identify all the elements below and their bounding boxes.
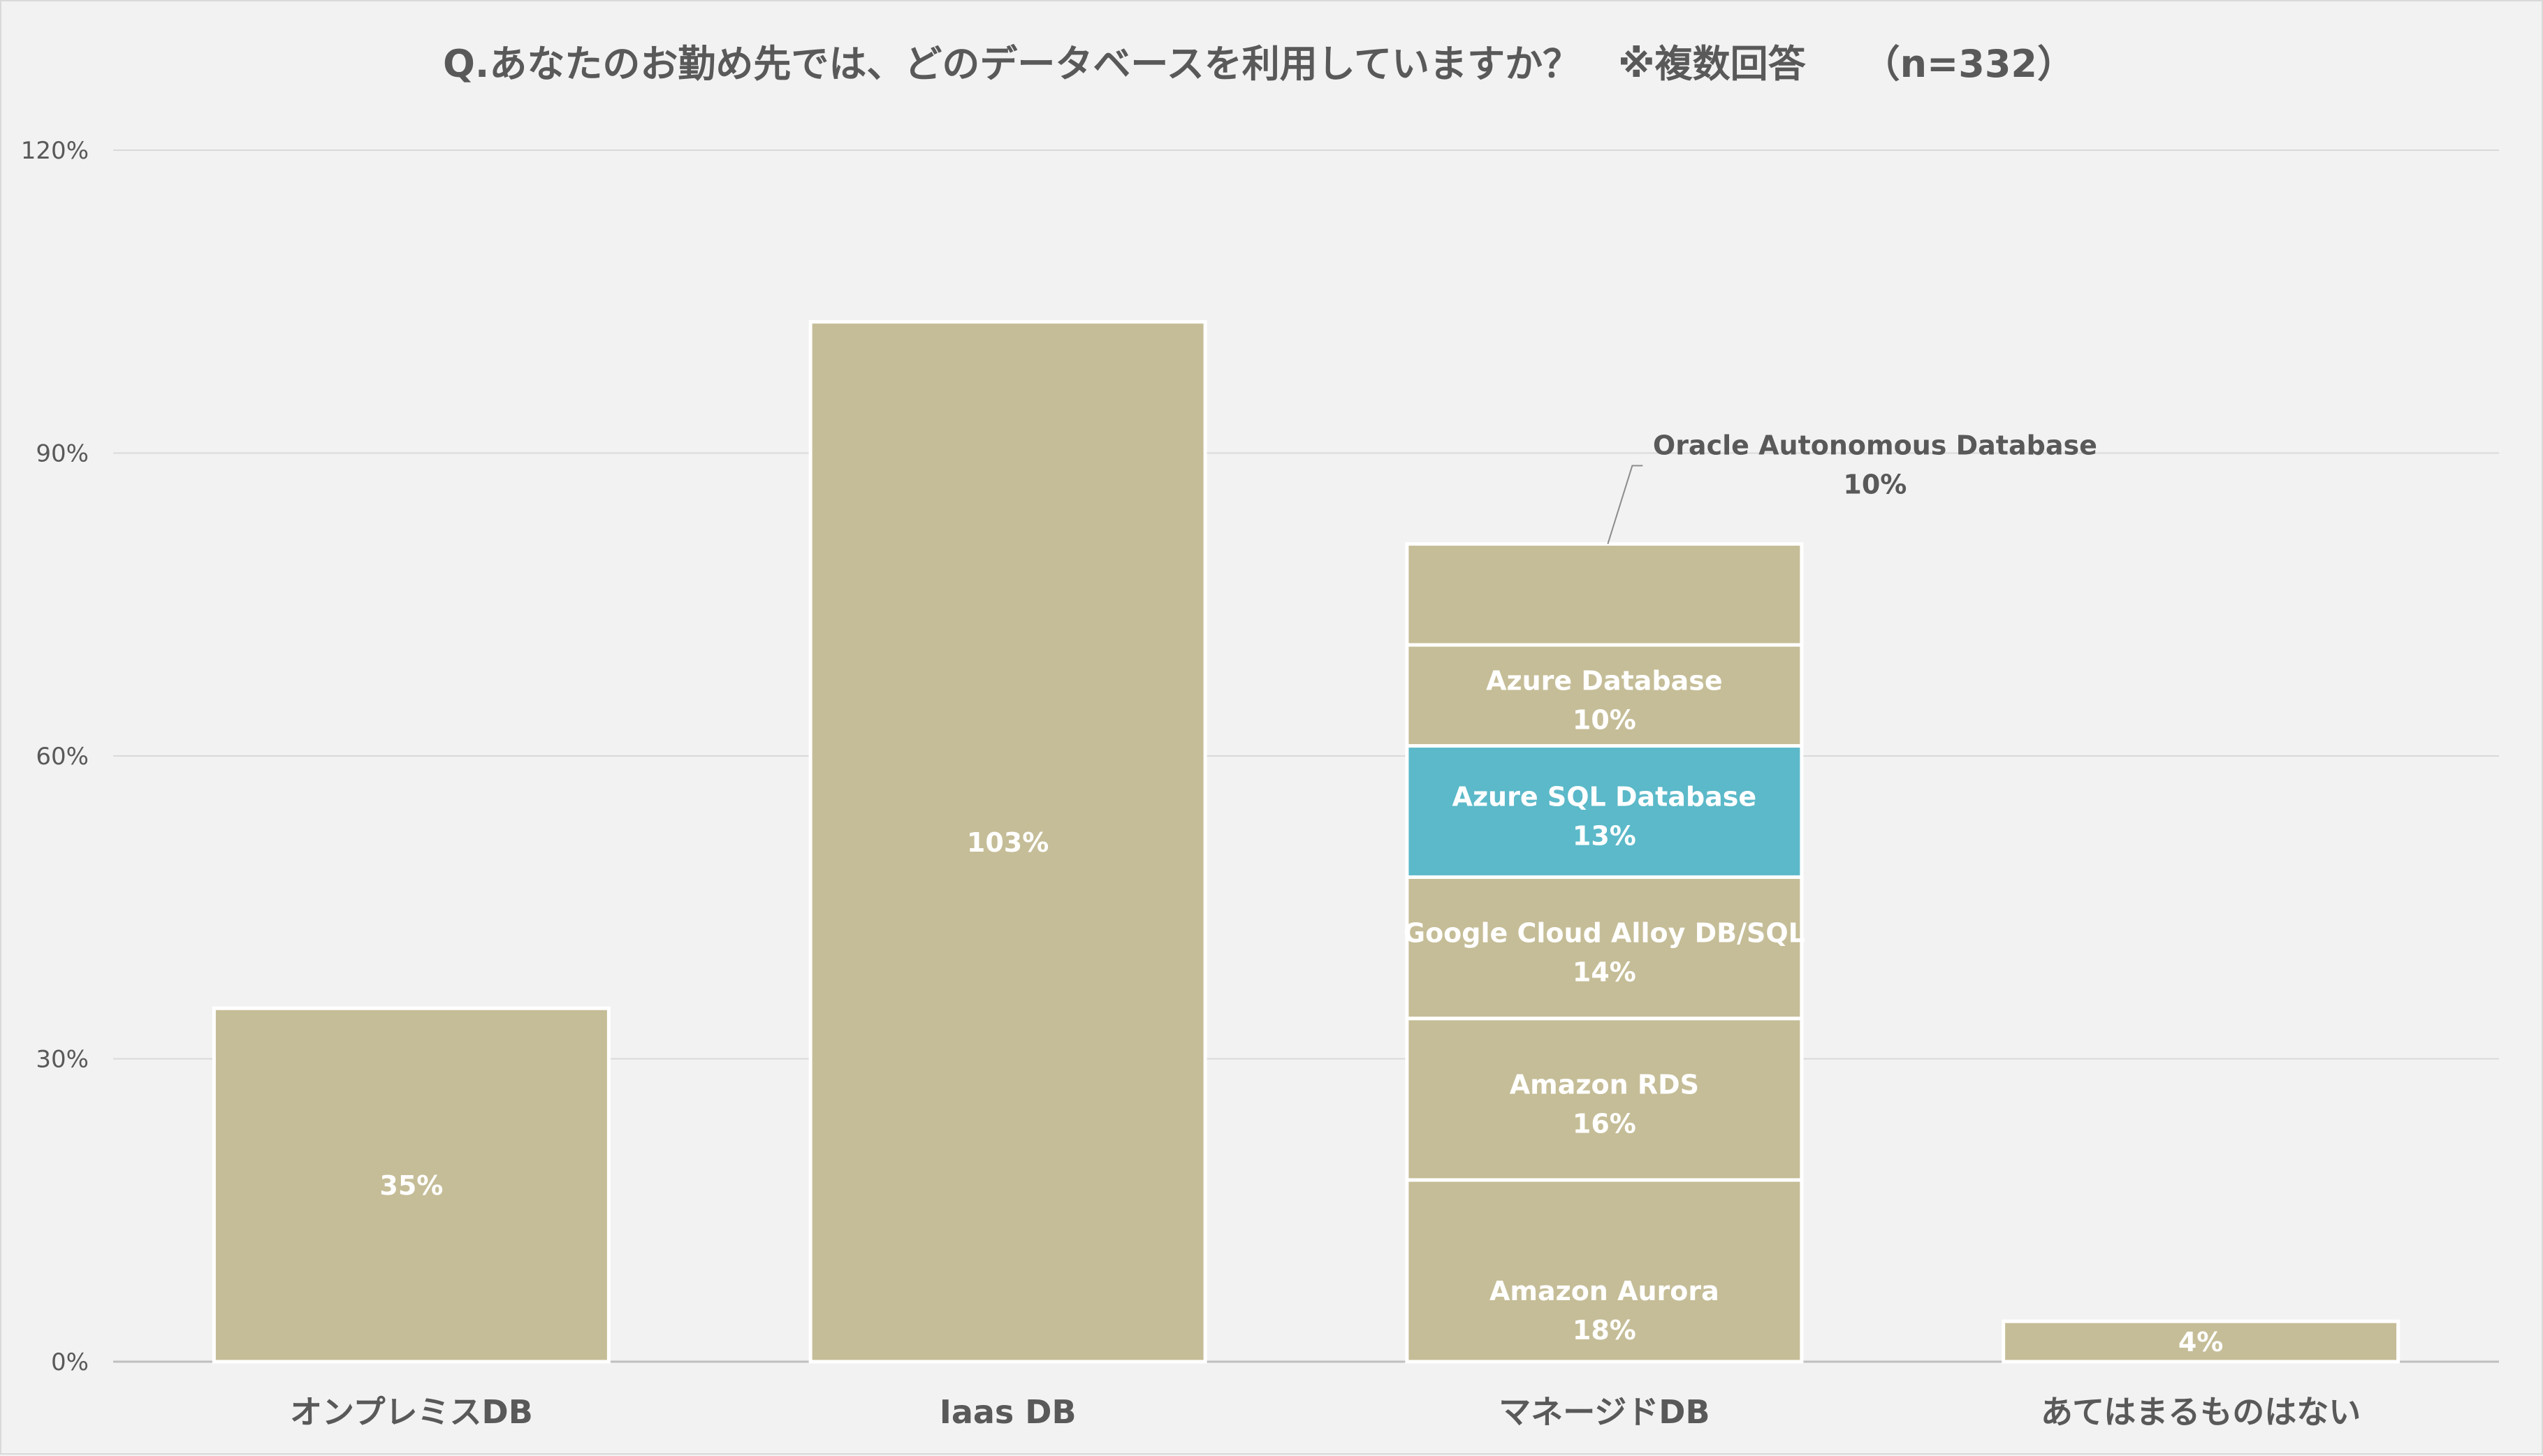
- segment-name-label: Google Cloud Alloy DB/SQL: [1404, 918, 1805, 949]
- bar-segment: [1405, 643, 1804, 748]
- segment-value-label: 14%: [1573, 957, 1636, 988]
- bar-segment: [1405, 1178, 1804, 1364]
- bar-segment: [1405, 1017, 1804, 1182]
- segment-name-label: Amazon RDS: [1510, 1069, 1699, 1100]
- grid-layer: 0% 30% 60% 90% 120%: [21, 137, 2499, 1376]
- callout-leader: [1607, 465, 1643, 544]
- segment-name-label: Oracle Autonomous Database: [1653, 430, 2097, 461]
- bar-segment: [2002, 1319, 2400, 1364]
- data-label: 103%: [967, 827, 1049, 858]
- segment-value-label: 18%: [1573, 1315, 1636, 1346]
- chart-title: Q.あなたのお勤め先では、どのデータベースを利用していますか？ ※複数回答 （n…: [443, 42, 2075, 86]
- bars-layer: [212, 320, 2400, 1364]
- bar-segment: [1405, 875, 1804, 1021]
- segment-value-label: 10%: [1843, 469, 1907, 500]
- segment-name-label: Azure Database: [1486, 665, 1723, 696]
- labels-layer: 35% オンプレミスDB 103% Iaas DB Amazon Aurora 18% Am…: [290, 430, 2361, 1431]
- segment-name-label: Amazon Aurora: [1489, 1276, 1719, 1306]
- x-tick-label: あてはまるものはない: [2041, 1393, 2361, 1431]
- y-tick-label: 60%: [36, 743, 89, 771]
- y-tick-label: 120%: [21, 137, 89, 165]
- data-label: 35%: [379, 1170, 443, 1201]
- y-tick-label: 0%: [51, 1348, 89, 1376]
- segment-name-label: Azure SQL Database: [1452, 781, 1757, 812]
- segment-value-label: 10%: [1573, 704, 1636, 735]
- bar-segment: [808, 320, 1207, 1364]
- y-tick-label: 90%: [36, 440, 89, 468]
- bar-segment: [1405, 542, 1804, 647]
- data-label: 4%: [2178, 1327, 2224, 1357]
- bar-segment: [212, 1006, 611, 1364]
- bar-segment: [1405, 744, 1804, 879]
- x-tick-label: オンプレミスDB: [290, 1393, 533, 1431]
- segment-value-label: 13%: [1573, 820, 1636, 851]
- y-tick-label: 30%: [36, 1046, 89, 1074]
- x-tick-label: マネージドDB: [1499, 1393, 1710, 1431]
- segment-value-label: 16%: [1573, 1108, 1636, 1139]
- x-tick-label: Iaas DB: [940, 1393, 1077, 1431]
